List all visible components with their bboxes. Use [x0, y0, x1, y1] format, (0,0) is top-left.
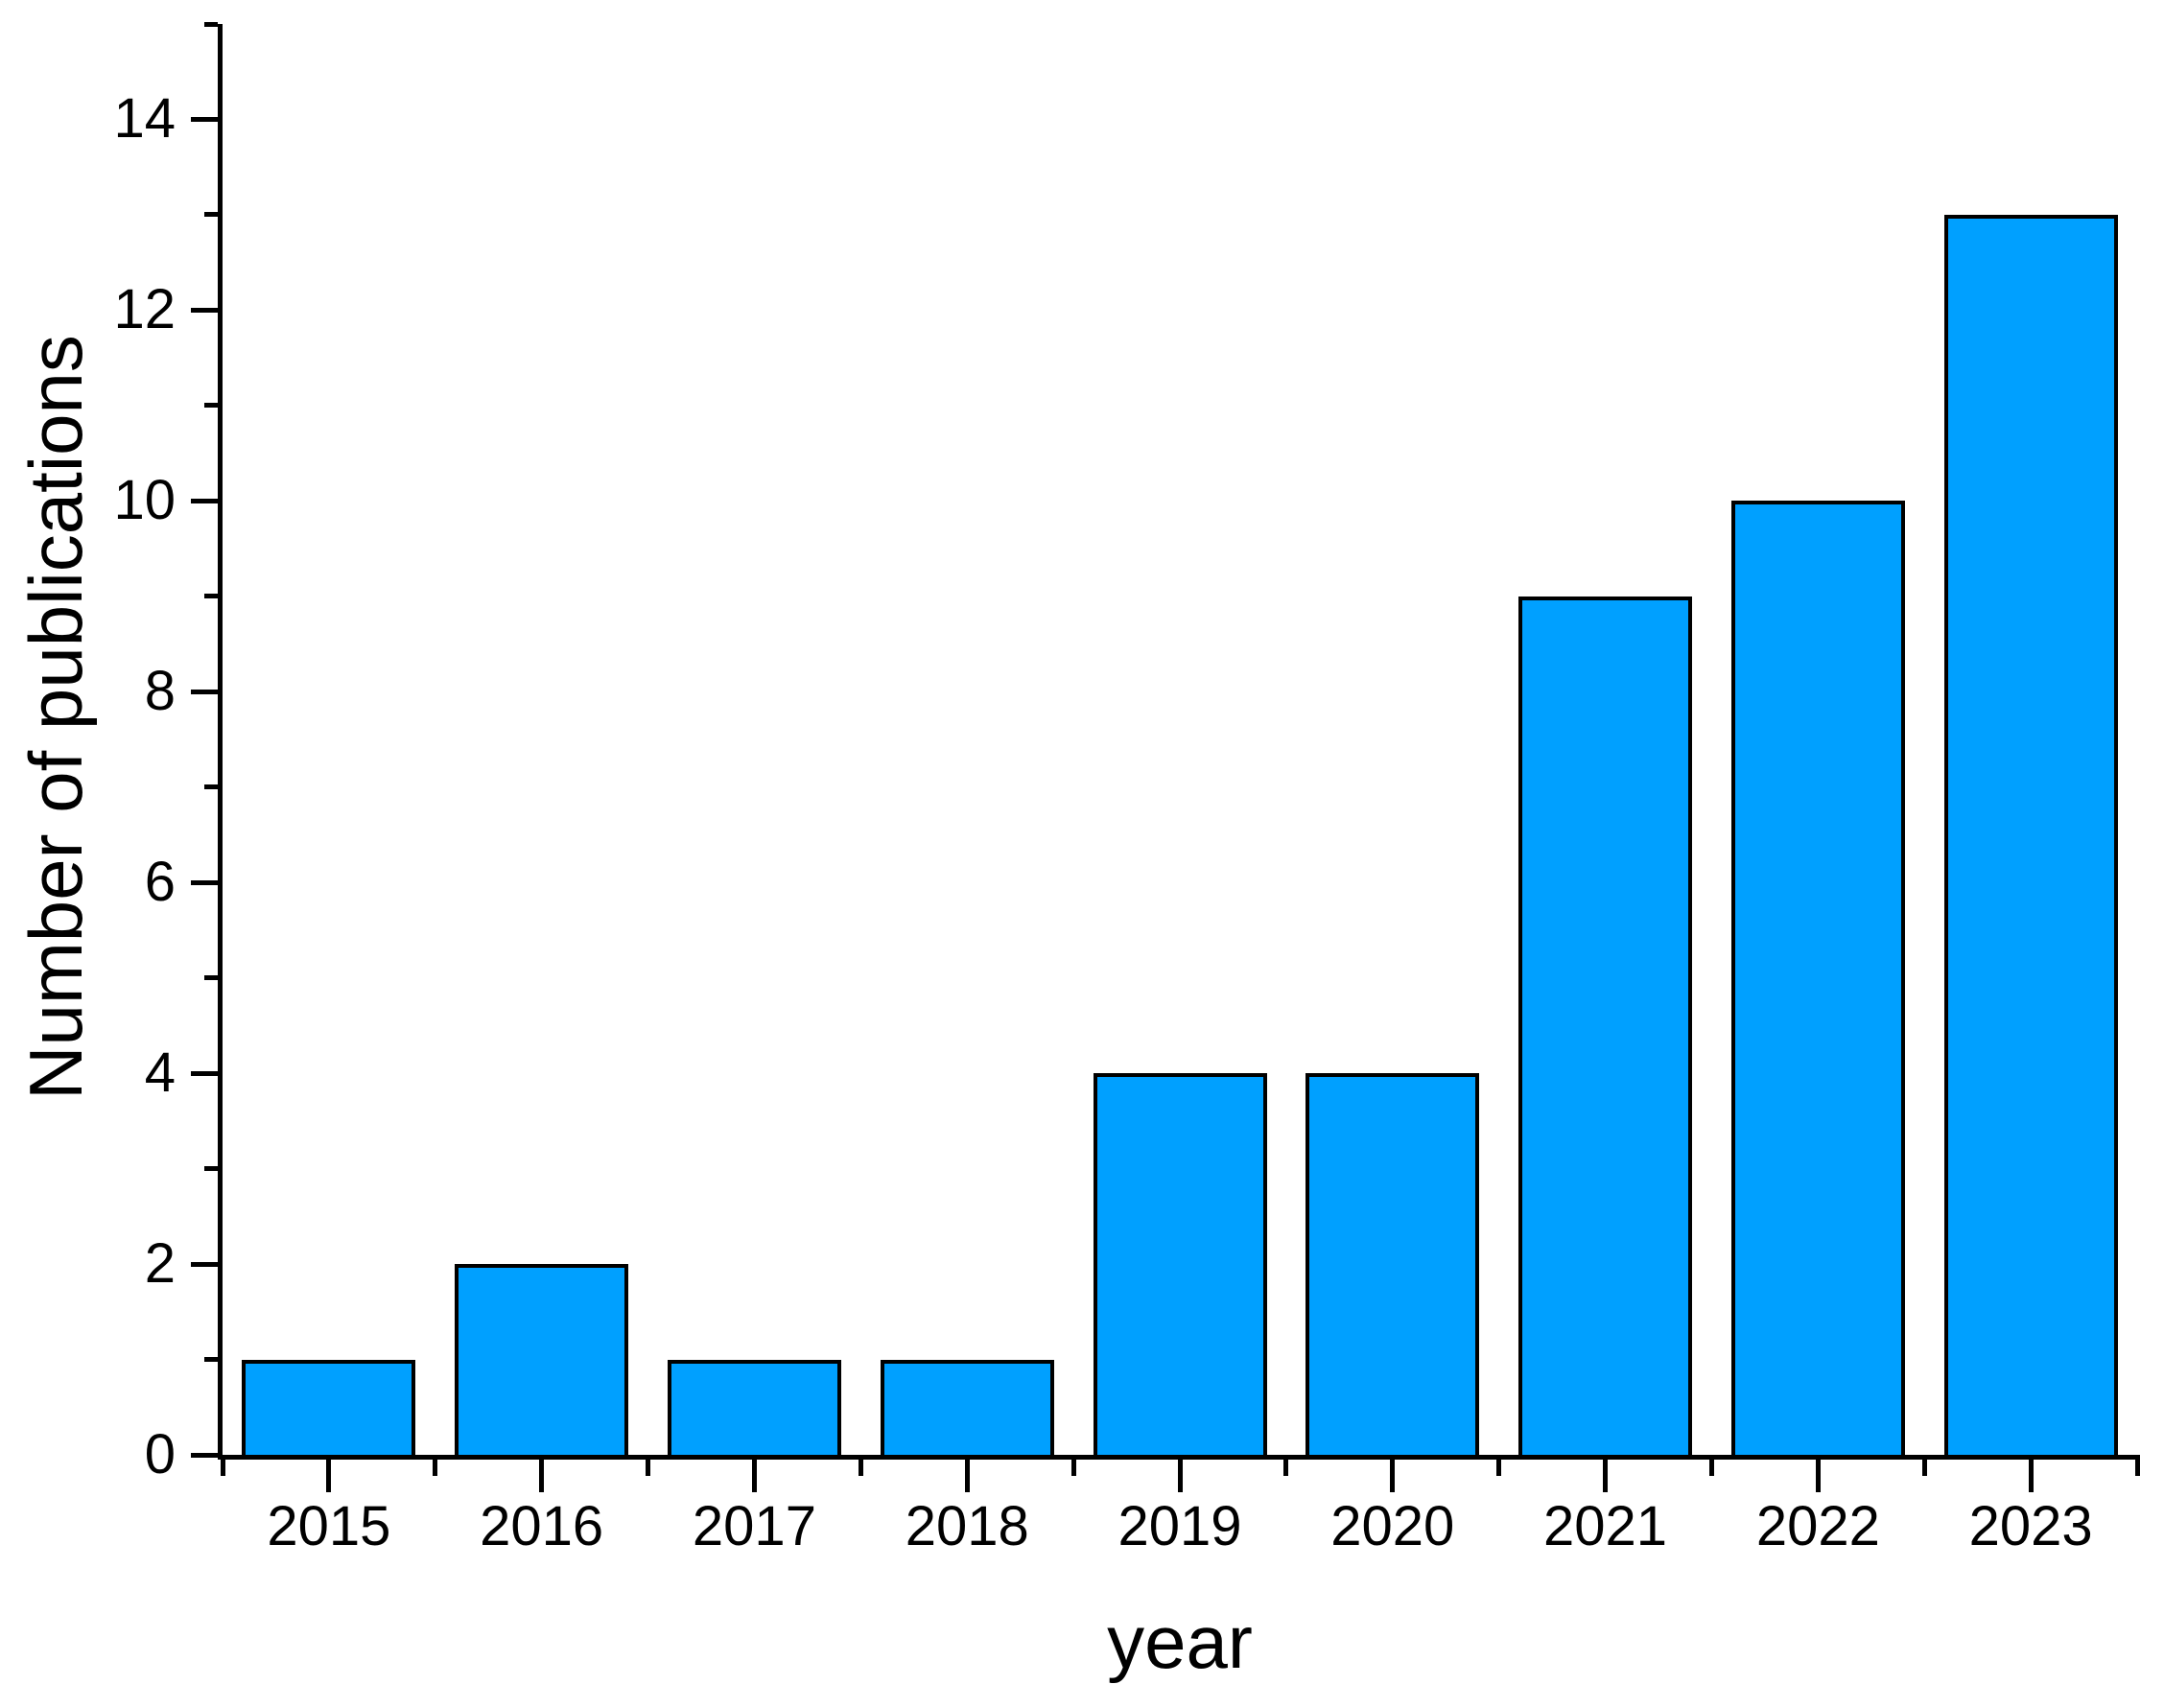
x-major-tick [1603, 1455, 1609, 1492]
x-major-tick [1815, 1455, 1821, 1492]
x-minor-tick [433, 1455, 438, 1476]
x-tick-label: 2015 [267, 1495, 391, 1557]
x-tick-label: 2021 [1543, 1495, 1668, 1557]
y-major-tick [191, 1452, 218, 1458]
y-minor-tick [204, 784, 218, 790]
x-minor-tick [858, 1455, 863, 1476]
bar-2016 [455, 1264, 629, 1455]
y-major-tick [191, 307, 218, 313]
y-tick-label: 12 [113, 278, 176, 341]
x-minor-tick [220, 1455, 225, 1476]
y-tick-label: 8 [144, 660, 176, 723]
bar-2022 [1730, 501, 1905, 1455]
bar-2017 [667, 1359, 841, 1455]
y-minor-tick [204, 1166, 218, 1172]
x-tick-label: 2017 [692, 1495, 816, 1557]
x-minor-tick [2134, 1455, 2140, 1476]
y-axis-title: Number of publications [13, 335, 98, 1100]
x-tick-label: 2018 [905, 1495, 1029, 1557]
x-major-tick [1177, 1455, 1183, 1492]
y-tick-label: 6 [144, 851, 176, 914]
x-tick-label: 2022 [1755, 1495, 1880, 1557]
x-tick-label: 2016 [480, 1495, 604, 1557]
y-major-tick [191, 498, 218, 503]
bar-2018 [880, 1359, 1054, 1455]
x-major-tick [751, 1455, 757, 1492]
bar-2023 [1943, 214, 2118, 1455]
y-minor-tick [204, 975, 218, 981]
y-major-tick [191, 879, 218, 885]
x-major-tick [2028, 1455, 2034, 1492]
x-tick-label: 2019 [1117, 1495, 1242, 1557]
x-major-tick [326, 1455, 332, 1492]
y-minor-tick [204, 21, 218, 27]
y-tick-label: 4 [144, 1041, 176, 1105]
x-minor-tick [646, 1455, 651, 1476]
x-major-tick [1390, 1455, 1396, 1492]
plot-area: 0 2 4 6 8 10 12 14 2015 2016 2017 2018 2019 2020 2021 2… [113, 21, 2140, 1555]
y-major-tick [191, 116, 218, 122]
x-tick-label: 2023 [1968, 1495, 2093, 1557]
bar-2020 [1305, 1073, 1480, 1455]
y-tick-label: 14 [113, 87, 176, 151]
bar-2021 [1518, 596, 1693, 1455]
x-minor-tick [1070, 1455, 1076, 1476]
y-minor-tick [204, 212, 218, 218]
y-tick-label: 10 [113, 469, 176, 532]
bar-2015 [242, 1359, 416, 1455]
x-minor-tick [1708, 1455, 1714, 1476]
x-minor-tick [1921, 1455, 1927, 1476]
x-minor-tick [1283, 1455, 1289, 1476]
x-major-tick [539, 1455, 545, 1492]
x-axis-title: year [1107, 1600, 1253, 1684]
y-major-tick [191, 1261, 218, 1267]
y-major-tick [191, 1070, 218, 1076]
x-minor-tick [1496, 1455, 1502, 1476]
y-tick-label: 0 [144, 1423, 176, 1486]
y-tick-label: 2 [144, 1232, 176, 1296]
y-minor-tick [204, 1357, 218, 1363]
x-tick-label: 2020 [1330, 1495, 1455, 1557]
y-minor-tick [204, 403, 218, 409]
y-major-tick [191, 689, 218, 694]
x-major-tick [964, 1455, 970, 1492]
bar-2019 [1093, 1073, 1267, 1455]
y-minor-tick [204, 594, 218, 599]
